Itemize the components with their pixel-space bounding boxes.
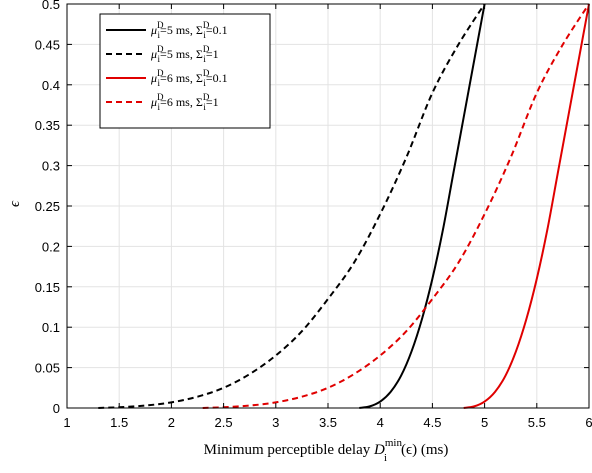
- x-tick-label: 4.5: [423, 415, 441, 430]
- series-layer: [98, 3, 590, 409]
- x-tick-label: 4: [377, 415, 384, 430]
- y-tick-label: 0.5: [42, 0, 60, 12]
- x-tick-label: 3.5: [319, 415, 337, 430]
- legend-label-2: μD i=5 ms, ΣD i=1: [150, 44, 219, 64]
- x-axis-label-sup: min: [385, 437, 403, 449]
- legend: μD i=5 ms, ΣD i=0.1 μD i=5 ms, ΣD i=1 μD i=6 ms…: [99, 13, 271, 129]
- y-tick-label: 0.25: [35, 199, 60, 214]
- series-line-3: [463, 3, 590, 409]
- legend-label-1: μD i=5 ms, ΣD i=0.1: [150, 20, 228, 40]
- x-axis-label-main: Minimum perceptible delay: [204, 442, 374, 458]
- x-axis-label-arg: (ϵ) (ms): [401, 442, 448, 458]
- x-tick-label: 6: [585, 415, 592, 430]
- y-tick-label: 0.35: [35, 118, 60, 133]
- y-tick-label: 0: [53, 401, 60, 416]
- legend-label-3: μD i=6 ms, ΣD i=0.1: [150, 68, 228, 88]
- y-tick-label: 0.4: [42, 78, 60, 93]
- x-axis-label-var: D: [373, 442, 385, 458]
- x-tick-label: 2.5: [215, 415, 233, 430]
- x-tick-label: 2: [168, 415, 175, 430]
- series-line-1: [359, 3, 486, 409]
- y-tick-label: 0.2: [42, 239, 60, 254]
- series-line-4: [202, 3, 590, 409]
- x-axis-label-sub: i: [384, 452, 387, 464]
- x-tick-label: 1: [63, 415, 70, 430]
- legend-label-4: μD i=6 ms, ΣD i=1: [150, 92, 219, 112]
- y-tick-label: 0.3: [42, 159, 60, 174]
- y-tick-label: 0.05: [35, 361, 60, 376]
- x-tick-label: 5.5: [528, 415, 546, 430]
- y-tick-label: 0.1: [42, 320, 60, 335]
- y-tick-label: 0.45: [35, 37, 60, 52]
- tick-label-layer: 1 1.5 2 2.5 3 3.5 4 4.5 5 5.5 6 0 0.05 0.1 0.15 0.2 0.25…: [35, 0, 592, 430]
- y-tick-label: 0.15: [35, 280, 60, 295]
- legend-box: [99, 13, 271, 129]
- tick-layer: [66, 3, 590, 409]
- y-axis-label: ϵ: [7, 200, 23, 207]
- series-line-2: [98, 3, 486, 409]
- x-tick-label: 1.5: [110, 415, 128, 430]
- x-axis-label: Minimum perceptible delay Dmin i (ϵ) (ms): [204, 437, 449, 464]
- x-tick-label: 3: [272, 415, 279, 430]
- x-tick-label: 5: [481, 415, 488, 430]
